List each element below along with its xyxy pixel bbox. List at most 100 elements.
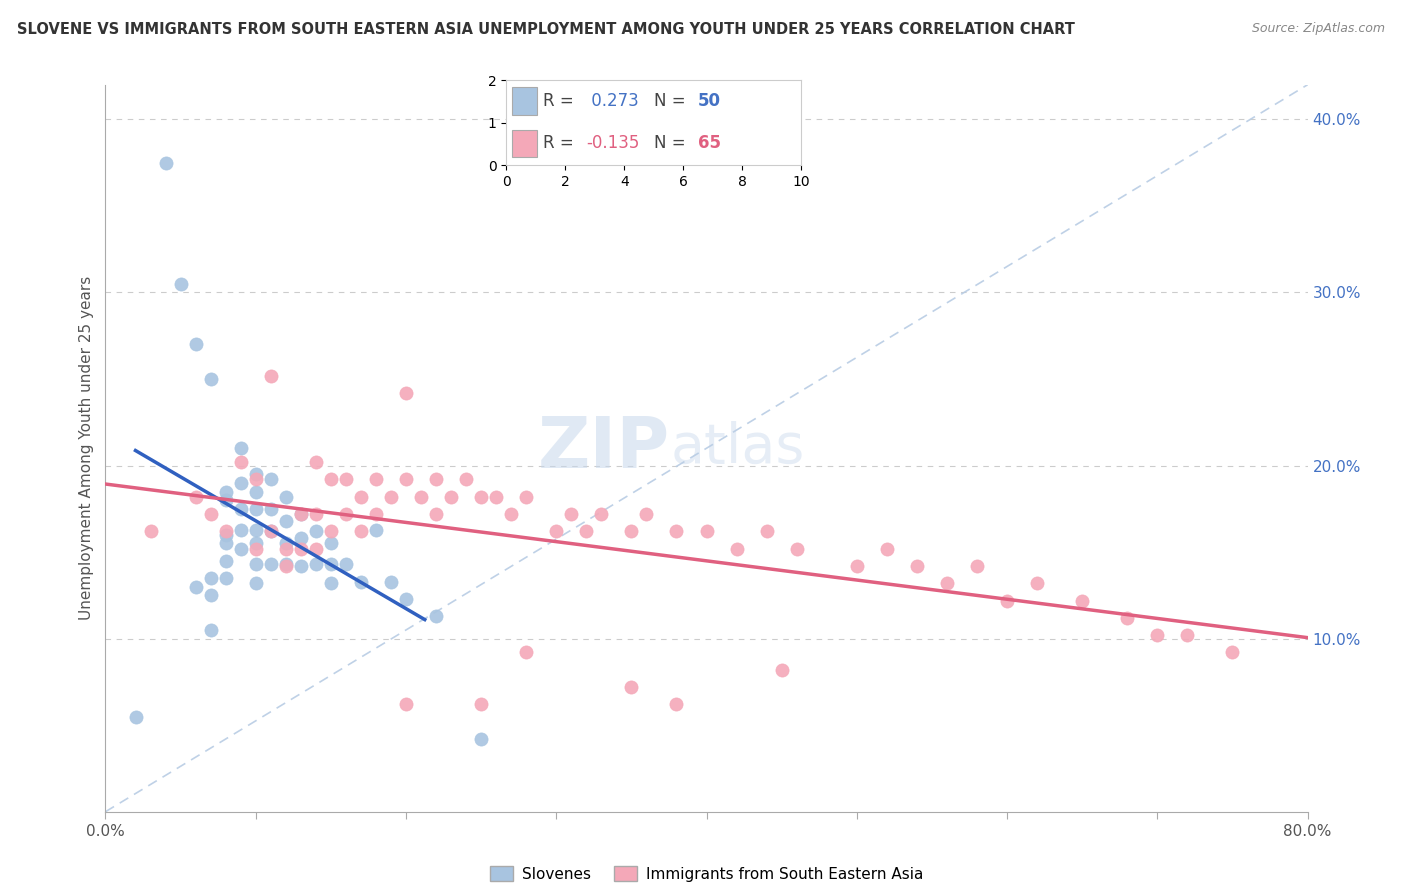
Point: [229, 501, 252, 516]
Point: [696, 524, 718, 539]
Point: [260, 501, 283, 516]
Point: [290, 507, 312, 521]
Point: [245, 501, 267, 516]
Point: [260, 524, 283, 539]
Point: [214, 484, 236, 499]
Point: [380, 490, 402, 504]
Point: [305, 541, 328, 556]
Text: Source: ZipAtlas.com: Source: ZipAtlas.com: [1251, 22, 1385, 36]
Point: [560, 507, 582, 521]
Point: [200, 571, 222, 585]
Point: [1026, 576, 1049, 591]
Point: [274, 558, 297, 573]
Point: [214, 493, 236, 508]
Text: N =: N =: [654, 92, 690, 110]
Point: [409, 490, 432, 504]
Point: [245, 484, 267, 499]
Point: [395, 472, 418, 486]
Point: [229, 475, 252, 490]
Point: [229, 523, 252, 537]
Text: 65: 65: [697, 134, 721, 152]
Point: [470, 731, 492, 746]
Point: [725, 541, 748, 556]
Point: [229, 541, 252, 556]
Point: [200, 507, 222, 521]
Point: [245, 472, 267, 486]
Point: [335, 558, 357, 572]
Point: [200, 623, 222, 637]
Legend: Slovenes, Immigrants from South Eastern Asia: Slovenes, Immigrants from South Eastern …: [484, 860, 929, 888]
Point: [200, 372, 222, 386]
Point: [591, 507, 613, 521]
Point: [305, 455, 328, 469]
Point: [214, 554, 236, 568]
Point: [290, 531, 312, 545]
Point: [214, 536, 236, 550]
Point: [755, 524, 778, 539]
Point: [1116, 611, 1139, 625]
Point: [546, 524, 568, 539]
Point: [274, 558, 297, 572]
Point: [260, 524, 283, 539]
Point: [575, 524, 598, 539]
Point: [515, 645, 537, 659]
Bar: [512, 130, 537, 157]
Text: atlas: atlas: [671, 421, 804, 475]
Text: N =: N =: [654, 134, 690, 152]
Text: 50: 50: [697, 92, 721, 110]
Bar: [512, 87, 537, 115]
Point: [936, 576, 959, 591]
Point: [425, 609, 447, 624]
Point: [305, 524, 328, 539]
Point: [260, 558, 283, 572]
Point: [1222, 645, 1244, 659]
Point: [454, 472, 477, 486]
Point: [620, 680, 643, 694]
Point: [665, 524, 688, 539]
Point: [350, 574, 373, 589]
Point: [966, 558, 988, 573]
Point: [335, 472, 357, 486]
Point: [770, 663, 793, 677]
Point: [214, 528, 236, 542]
Point: [229, 455, 252, 469]
Point: [319, 536, 342, 550]
Point: [214, 571, 236, 585]
Point: [139, 524, 162, 539]
Point: [305, 558, 328, 572]
Point: [260, 472, 283, 486]
Point: [214, 524, 236, 539]
Point: [245, 558, 267, 572]
Point: [395, 385, 418, 400]
Point: [876, 541, 898, 556]
Point: [380, 574, 402, 589]
Point: [364, 523, 387, 537]
Point: [305, 507, 328, 521]
Point: [636, 507, 658, 521]
Point: [350, 490, 373, 504]
Point: [335, 507, 357, 521]
Point: [845, 558, 868, 573]
Point: [620, 524, 643, 539]
Point: [1175, 628, 1198, 642]
Point: [1146, 628, 1168, 642]
Point: [425, 472, 447, 486]
Point: [515, 490, 537, 504]
Text: 0.273: 0.273: [586, 92, 638, 110]
Point: [364, 472, 387, 486]
Text: -0.135: -0.135: [586, 134, 640, 152]
Point: [245, 523, 267, 537]
Point: [245, 541, 267, 556]
Point: [319, 576, 342, 591]
Point: [319, 524, 342, 539]
Point: [395, 591, 418, 606]
Point: [274, 490, 297, 504]
Point: [995, 593, 1018, 607]
Point: [470, 490, 492, 504]
Point: [274, 536, 297, 550]
Point: [184, 490, 207, 504]
Point: [470, 698, 492, 712]
Text: R =: R =: [543, 134, 579, 152]
Point: [155, 155, 177, 169]
Point: [184, 337, 207, 351]
